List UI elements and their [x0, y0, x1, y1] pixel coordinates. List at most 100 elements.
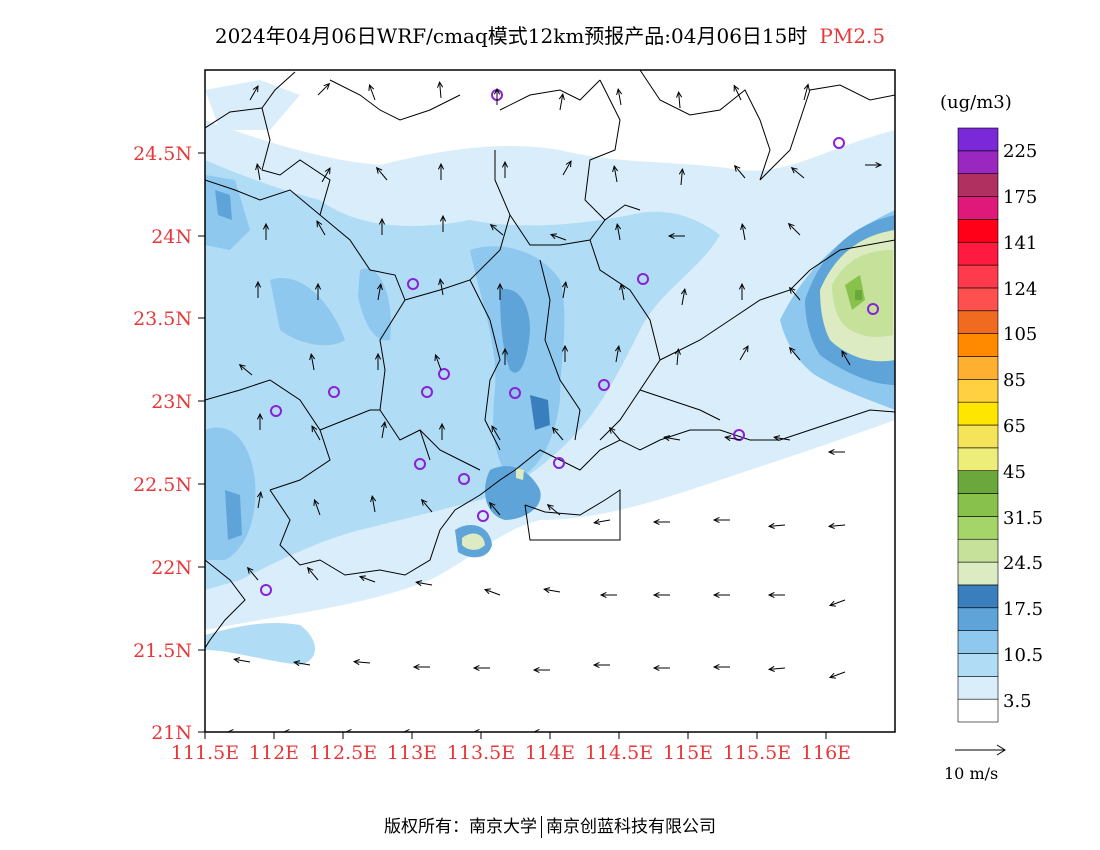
- wind-arrow-head: [402, 728, 410, 732]
- wind-arrow-head: [712, 591, 720, 599]
- legend-swatch: [957, 196, 999, 220]
- wind-arrow-head: [489, 223, 497, 231]
- copyright-footer: 版权所有：南京大学 南京创蓝科技有限公司: [0, 812, 1100, 838]
- wind-arrow: [321, 167, 331, 183]
- wind-scale-arrow: [955, 744, 1006, 756]
- wind-arrow: [256, 164, 261, 181]
- wind-arrow-head: [483, 588, 491, 595]
- wind-arrow: [377, 284, 382, 301]
- legend-label: 85: [1003, 370, 1026, 391]
- wind-arrow-head: [663, 435, 671, 442]
- wind-arrow: [249, 85, 259, 101]
- wind-arrow: [550, 234, 567, 241]
- legend-swatch: [957, 287, 999, 312]
- legend-swatch: [957, 630, 999, 654]
- lat-tick-label: 21N: [151, 722, 192, 744]
- wind-arrow-head: [767, 591, 775, 599]
- wind-arrow-head: [561, 281, 568, 289]
- legend-label: 175: [1003, 187, 1038, 208]
- lat-tick-label: 22N: [151, 557, 192, 579]
- wind-arrow-head: [439, 214, 447, 222]
- legend-swatch: [957, 241, 999, 266]
- lat-tick-label: 24.5N: [133, 143, 192, 165]
- wind-arrow: [788, 223, 801, 236]
- wind-arrow: [741, 224, 746, 241]
- wind-arrow-head: [358, 575, 366, 582]
- wind-arrow-head: [827, 448, 835, 456]
- wind-arrow-head: [316, 220, 323, 228]
- wind-arrow: [316, 220, 326, 236]
- wind-arrow: [829, 671, 846, 678]
- wind-arrow-head: [551, 426, 559, 434]
- wind-arrow-head: [314, 282, 322, 290]
- wind-arrow-head: [738, 282, 746, 290]
- wind-arrow: [725, 436, 742, 441]
- legend-label: 31.5: [1003, 508, 1044, 529]
- legend-swatch: [957, 333, 999, 357]
- lon-tick-label: 115.5E: [723, 742, 791, 764]
- wind-arrow-head: [496, 282, 504, 290]
- wind-arrow: [314, 499, 321, 516]
- legend-swatch: [957, 493, 999, 517]
- wind-arrow: [676, 349, 679, 366]
- wind-arrow-head: [323, 82, 331, 90]
- wind-arrow-head: [488, 501, 496, 509]
- wind-arrow: [376, 167, 388, 181]
- wind-arrow: [359, 576, 376, 583]
- wind-arrow-head: [827, 522, 835, 529]
- wind-arrow: [841, 350, 851, 366]
- lon-tick-label: 113E: [387, 742, 437, 764]
- wind-arrow-head: [667, 232, 675, 240]
- lat-tick-labels: 24.5N 24N 23.5N 23N 22.5N 22N 21.5N 21N: [133, 143, 192, 744]
- wind-arrow: [739, 345, 749, 361]
- wind-arrow: [489, 502, 501, 516]
- wind-arrow-head: [293, 660, 301, 667]
- wind-arrow-head: [549, 233, 557, 240]
- lat-tick-label: 23.5N: [133, 308, 192, 330]
- wind-arrow-head: [558, 93, 565, 101]
- wind-arrow: [371, 496, 376, 513]
- wind-arrow-head: [712, 663, 720, 671]
- legend-swatch: [957, 219, 999, 243]
- wind-arrow-head: [324, 167, 331, 175]
- lon-tick-label: 112E: [249, 742, 299, 764]
- wind-arrow-head: [543, 587, 551, 594]
- legend-swatch: [957, 356, 999, 380]
- wind-arrow-head: [592, 661, 600, 669]
- wind-arrow-head: [262, 222, 270, 230]
- wind-arrow-head: [380, 421, 387, 429]
- wind-arrow-head: [565, 160, 572, 168]
- legend-label: 225: [1003, 141, 1038, 162]
- wind-arrow-head: [282, 728, 290, 732]
- wind-arrow-head: [233, 657, 241, 664]
- legend-label: 17.5: [1003, 599, 1044, 620]
- legend-swatch: [957, 470, 999, 494]
- lon-tick-marks: [204, 732, 827, 739]
- wind-arrow-head: [438, 422, 446, 430]
- wind-arrow-head: [226, 728, 234, 732]
- wind-arrow-head: [742, 345, 749, 353]
- legend-swatch: [957, 538, 999, 563]
- wind-arrow-head: [501, 160, 509, 168]
- wind-arrow-head: [593, 518, 601, 525]
- wind-arrow-head: [375, 166, 383, 174]
- wind-arrow-head: [712, 516, 720, 524]
- lat-tick-label: 22.5N: [133, 474, 192, 496]
- wind-arrow-head: [378, 217, 386, 225]
- wind-arrow: [829, 524, 846, 527]
- wind-arrow: [803, 84, 809, 101]
- lon-tick-label: 111.5E: [171, 742, 239, 764]
- wind-arrow-head: [608, 426, 616, 434]
- legend-swatch: [957, 698, 999, 723]
- legend-label: 45: [1003, 462, 1026, 483]
- wind-arrow-head: [616, 88, 623, 96]
- wind-arrow: [562, 160, 572, 176]
- wind-arrow: [257, 492, 262, 509]
- legend-units: (ug/m3): [940, 92, 1012, 113]
- wind-arrow: [552, 427, 564, 441]
- wind-arrow-head: [437, 162, 445, 170]
- wind-arrow: [620, 284, 625, 301]
- wind-arrow: [769, 524, 786, 527]
- lon-tick-label: 114.5E: [585, 742, 653, 764]
- wind-arrow: [544, 588, 561, 593]
